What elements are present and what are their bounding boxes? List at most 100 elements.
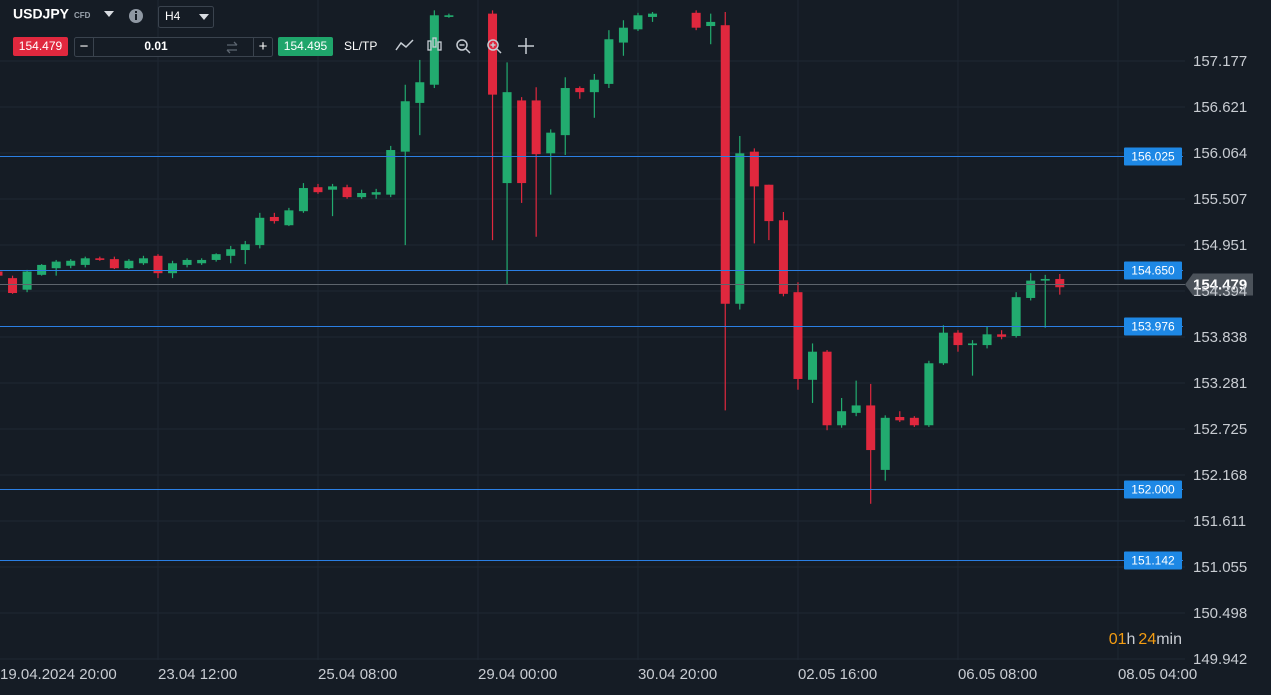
candle-body xyxy=(575,88,585,93)
candle-body xyxy=(488,13,498,95)
candle-body xyxy=(415,82,425,103)
candle-body xyxy=(124,260,134,269)
candle-body xyxy=(269,216,279,222)
x-tick-label: 25.04 08:00 xyxy=(318,666,397,683)
candle-body xyxy=(168,263,178,274)
symbol[interactable]: USDJPY xyxy=(13,6,70,22)
timeframe: H4 xyxy=(165,9,181,23)
candle-body xyxy=(938,332,948,364)
x-tick-label: 29.04 00:00 xyxy=(478,666,557,683)
x-tick-label: 08.05 04:00 xyxy=(1118,666,1197,683)
x-tick-label: 19.04.2024 20:00 xyxy=(0,666,117,683)
candle-body xyxy=(66,260,76,266)
info-icon-dot xyxy=(135,11,137,13)
buy-button[interactable] xyxy=(278,37,333,56)
candle-body xyxy=(968,343,978,346)
candle-body xyxy=(633,15,643,30)
candle-body xyxy=(618,27,628,43)
candle-body xyxy=(8,278,18,294)
price-level-tag xyxy=(1124,551,1182,570)
candle-body xyxy=(982,334,992,346)
countdown-minutes-unit: min xyxy=(1156,631,1182,648)
candle-body xyxy=(284,210,294,226)
candle-body xyxy=(429,15,439,85)
candle-body xyxy=(211,254,221,260)
y-tick-label: 154.394 xyxy=(1193,283,1247,300)
info-icon-stem xyxy=(135,14,137,20)
candle-body xyxy=(517,100,527,184)
y-tick-label: 152.725 xyxy=(1193,421,1247,438)
price-level-label: 154.650 xyxy=(1131,264,1175,278)
line-chart-icon[interactable] xyxy=(395,39,414,51)
candle-chart-icon[interactable] xyxy=(427,37,442,51)
candle-body xyxy=(531,100,541,155)
candle-body xyxy=(386,150,396,195)
x-tick-label: 30.04 20:00 xyxy=(638,666,717,683)
sltp-button[interactable]: SL/TP xyxy=(344,39,377,53)
grid xyxy=(0,0,1185,660)
candle-body xyxy=(1055,278,1065,288)
candle-body xyxy=(851,405,861,413)
y-tick-label: 157.177 xyxy=(1193,53,1247,70)
countdown-hours: 01 xyxy=(1109,631,1127,648)
candle-body xyxy=(80,258,90,265)
y-tick-label: 154.951 xyxy=(1193,237,1247,254)
candle-body xyxy=(909,417,919,426)
y-tick-label: 153.838 xyxy=(1193,329,1247,346)
candle-body xyxy=(240,244,250,251)
candle-body xyxy=(822,351,832,426)
bid-price: 154.479 xyxy=(19,39,63,53)
candle-body xyxy=(371,192,381,195)
y-tick-label: 151.055 xyxy=(1193,559,1247,576)
candle-body xyxy=(0,271,3,276)
zoom-in-icon[interactable] xyxy=(487,39,502,54)
candle-body xyxy=(735,153,745,304)
candle-body xyxy=(400,101,410,152)
symbol-dropdown[interactable] xyxy=(104,11,114,17)
swap-icon[interactable] xyxy=(226,41,238,54)
sell-button[interactable] xyxy=(13,37,68,56)
zoom-out-icon[interactable] xyxy=(456,39,471,54)
toolbar: USDJPY CFD H4 154.479 − + 0.01 154.495 S… xyxy=(13,6,534,57)
candle-body xyxy=(1026,280,1036,298)
candle-body xyxy=(1011,297,1021,336)
timeframe-dropdown xyxy=(199,14,209,20)
timeframe-box[interactable] xyxy=(158,6,214,28)
y-tick-label: 151.611 xyxy=(1193,513,1246,530)
axes: 157.177 156.621 156.064 155.507 154.951 154.3… xyxy=(0,53,1247,683)
candle-body xyxy=(808,351,818,380)
candle-body xyxy=(880,417,890,470)
candle-body xyxy=(924,363,934,426)
candle-body xyxy=(255,217,265,246)
price-level-tag xyxy=(1124,317,1182,336)
candle-body xyxy=(357,192,367,198)
plus-button[interactable]: + xyxy=(259,38,268,55)
candle-body xyxy=(648,13,658,17)
price-level-label: 152.000 xyxy=(1131,483,1175,497)
y-tick-label: 156.064 xyxy=(1193,145,1247,162)
price-level-label: 151.142 xyxy=(1131,554,1175,568)
candle-body xyxy=(197,259,207,264)
candle-body xyxy=(444,15,454,17)
candle-body xyxy=(997,334,1007,337)
minus-button[interactable]: − xyxy=(80,38,89,55)
candle-body xyxy=(749,151,759,187)
lot-input[interactable] xyxy=(74,37,273,57)
candle-body xyxy=(793,292,803,379)
price-level-tag xyxy=(1124,261,1182,280)
y-tick-label: 156.621 xyxy=(1193,99,1247,116)
candle-body xyxy=(95,258,105,260)
countdown-hours-unit: h xyxy=(1127,631,1136,648)
candle-body xyxy=(953,332,963,346)
x-tick-label: 06.05 08:00 xyxy=(958,666,1037,683)
candle-body xyxy=(589,79,599,93)
candle-body xyxy=(328,186,338,190)
y-tick-label: 150.498 xyxy=(1193,605,1247,622)
price-level-tag xyxy=(1124,147,1182,166)
pan-icon[interactable] xyxy=(518,38,534,54)
current-price-tag xyxy=(1185,273,1253,296)
current-price-label: 154.479 xyxy=(1193,276,1247,293)
